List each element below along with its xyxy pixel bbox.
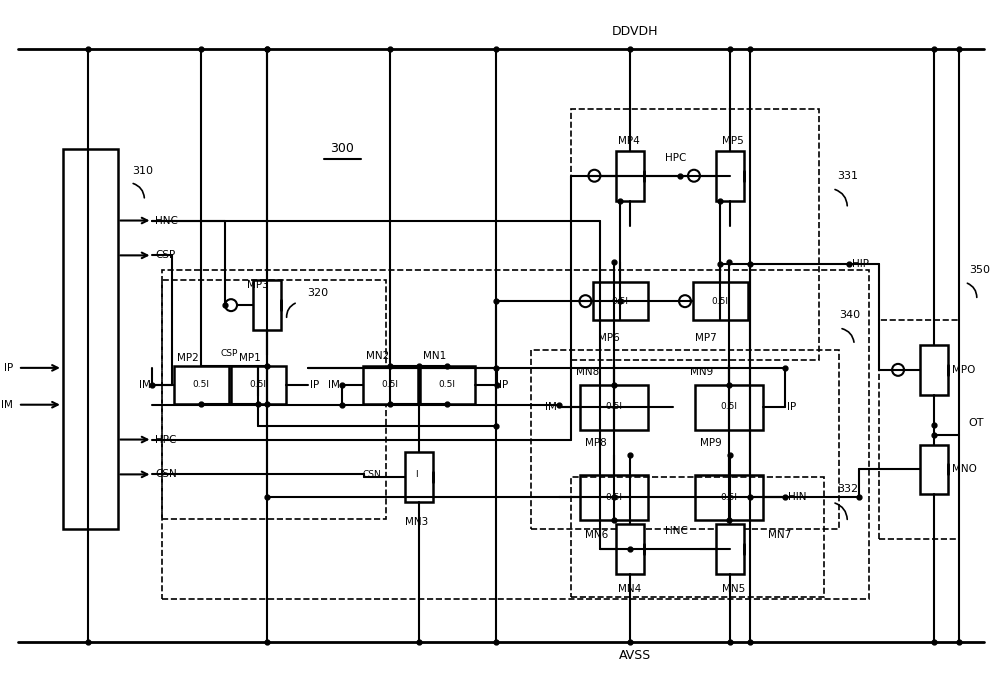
Text: MN7: MN7: [768, 530, 791, 540]
Bar: [920, 345, 948, 395]
Text: MP1: MP1: [239, 353, 261, 363]
Bar: [616, 151, 644, 200]
Text: HNC: HNC: [665, 526, 688, 536]
Bar: [63, 149, 118, 529]
Text: MN1: MN1: [423, 351, 446, 361]
Text: 0.5I: 0.5I: [606, 493, 623, 502]
Text: 331: 331: [837, 171, 858, 181]
Text: MP4: MP4: [618, 136, 640, 146]
Text: CSN: CSN: [363, 470, 381, 479]
Text: DDVDH: DDVDH: [612, 25, 658, 38]
Text: IP: IP: [787, 401, 796, 412]
Text: MN3: MN3: [405, 517, 429, 527]
Text: HNC: HNC: [155, 215, 178, 225]
Bar: [716, 524, 744, 574]
Bar: [580, 385, 648, 430]
Text: MN2: MN2: [366, 351, 390, 361]
Text: MNO: MNO: [952, 464, 977, 475]
Text: 0.5I: 0.5I: [439, 380, 456, 389]
Text: I: I: [415, 470, 418, 479]
Text: MP5: MP5: [722, 136, 744, 146]
Text: HIN: HIN: [788, 492, 806, 502]
Text: MP7: MP7: [695, 333, 717, 343]
Bar: [420, 366, 475, 403]
Text: HIP: HIP: [852, 259, 869, 269]
Text: 310: 310: [132, 166, 153, 176]
Bar: [253, 280, 281, 330]
Text: HPC: HPC: [155, 435, 177, 445]
Text: IP: IP: [310, 380, 319, 390]
Text: HPC: HPC: [665, 153, 686, 162]
Bar: [363, 366, 418, 403]
Bar: [231, 366, 286, 403]
Text: IM: IM: [139, 380, 150, 390]
Text: 0.5I: 0.5I: [720, 402, 737, 411]
Text: MN4: MN4: [618, 584, 642, 594]
Bar: [693, 282, 748, 320]
Text: AVSS: AVSS: [619, 649, 651, 662]
Text: 0.5I: 0.5I: [382, 380, 399, 389]
Bar: [716, 151, 744, 200]
Text: MP6: MP6: [598, 333, 620, 343]
Text: MN8: MN8: [576, 367, 599, 377]
Text: MP3: MP3: [247, 280, 269, 290]
Text: IP: IP: [499, 380, 508, 390]
Text: 320: 320: [307, 288, 328, 298]
Text: 340: 340: [839, 310, 860, 320]
Text: IM: IM: [1, 399, 13, 410]
Bar: [174, 366, 229, 403]
Bar: [162, 270, 869, 599]
Text: MP9: MP9: [700, 437, 722, 447]
Text: 0.5I: 0.5I: [612, 297, 629, 306]
Text: MP8: MP8: [585, 437, 607, 447]
Text: CSP: CSP: [220, 349, 238, 358]
Bar: [616, 524, 644, 574]
Text: MPO: MPO: [952, 365, 975, 375]
Text: MN5: MN5: [722, 584, 745, 594]
Text: 350: 350: [969, 265, 990, 276]
Bar: [162, 280, 386, 519]
Text: 0.5I: 0.5I: [720, 493, 737, 502]
Bar: [571, 477, 824, 597]
Text: 0.5I: 0.5I: [249, 380, 266, 389]
Text: MN9: MN9: [690, 367, 713, 377]
Bar: [571, 109, 819, 360]
Text: 300: 300: [330, 142, 353, 155]
Text: IP: IP: [4, 363, 13, 373]
Bar: [531, 350, 839, 529]
Bar: [405, 452, 433, 502]
Bar: [695, 385, 763, 430]
Text: MP2: MP2: [177, 353, 199, 363]
Text: OT: OT: [969, 418, 984, 428]
Bar: [695, 475, 763, 520]
Bar: [879, 320, 959, 539]
Text: MN6: MN6: [585, 530, 609, 540]
Text: 332: 332: [837, 484, 858, 494]
Text: 0.5I: 0.5I: [606, 402, 623, 411]
Text: CSN: CSN: [155, 469, 177, 479]
Bar: [580, 475, 648, 520]
Text: IM: IM: [328, 380, 340, 390]
Text: 0.5I: 0.5I: [711, 297, 728, 306]
Text: IM: IM: [545, 401, 557, 412]
Text: 0.5I: 0.5I: [193, 380, 210, 389]
Text: CSP: CSP: [155, 250, 176, 261]
Bar: [593, 282, 648, 320]
Bar: [920, 445, 948, 494]
